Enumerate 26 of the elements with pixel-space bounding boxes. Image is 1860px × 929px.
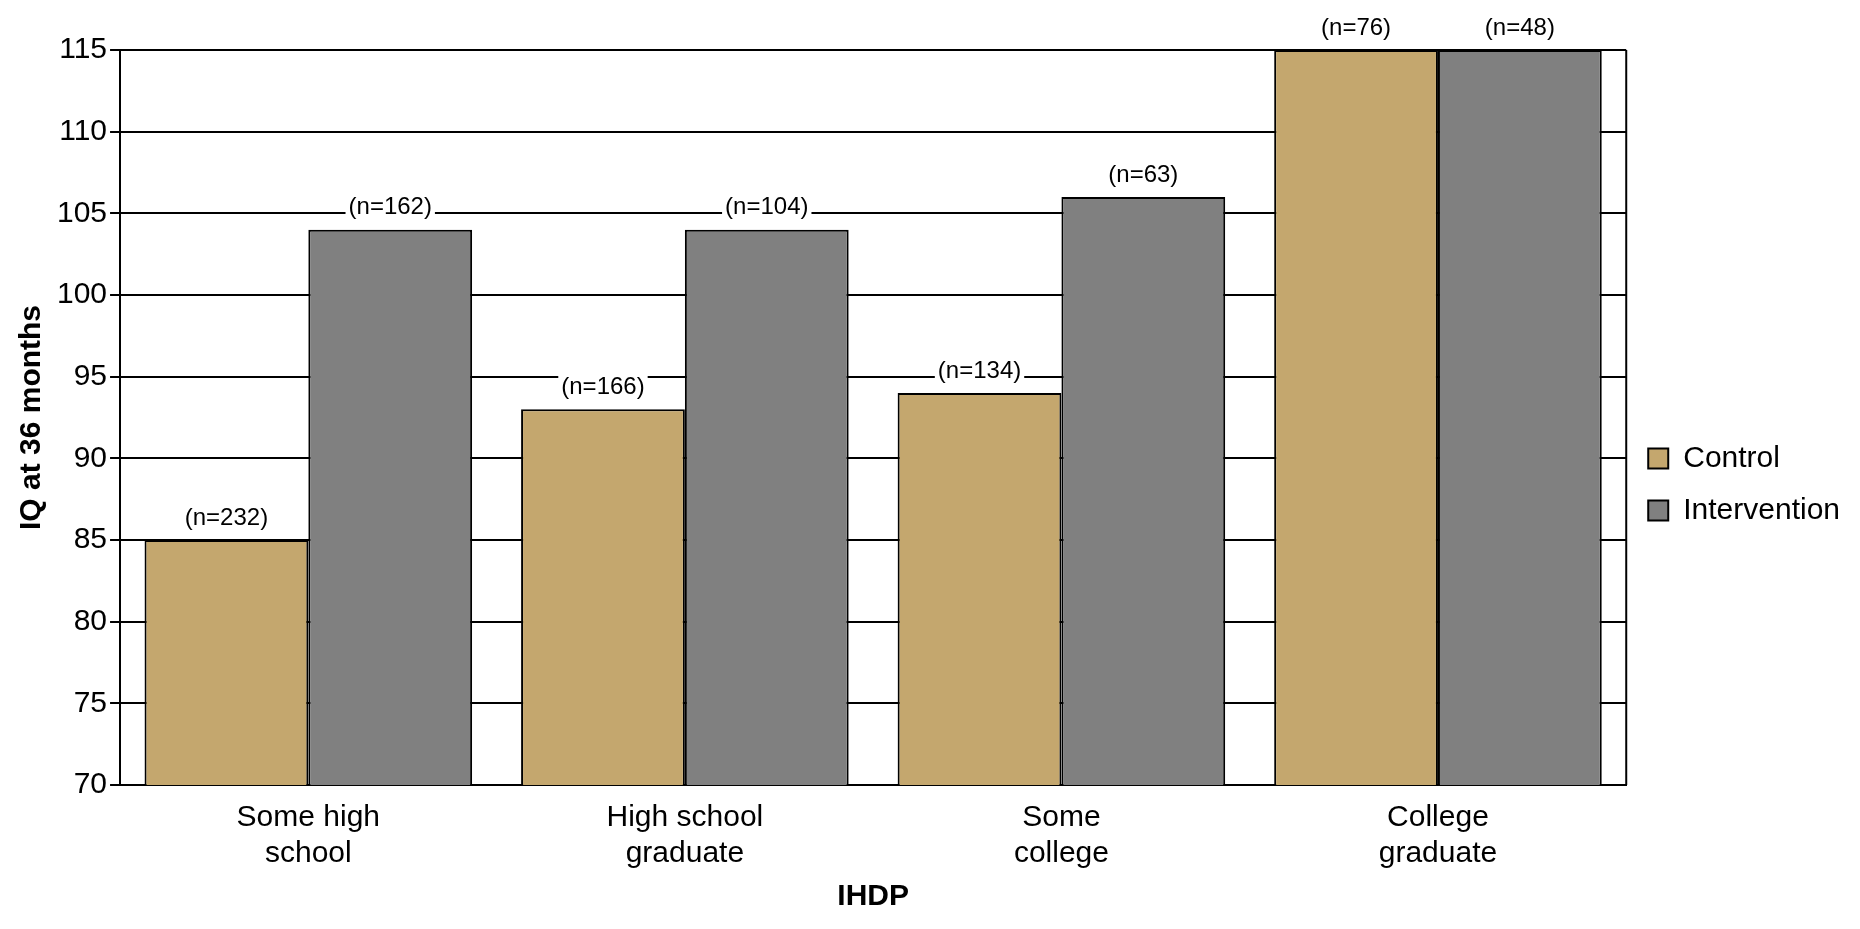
y-tick-label: 95 <box>73 357 108 391</box>
y-tick-label: 70 <box>73 766 108 800</box>
y-tick-label: 115 <box>59 31 108 65</box>
annotation: (n=104) <box>725 192 809 220</box>
annotation: (n=76) <box>1321 12 1392 40</box>
annotation: (n=166) <box>561 371 645 399</box>
y-tick-label: 110 <box>59 112 108 146</box>
annotation: (n=63) <box>1108 159 1179 187</box>
legend-label: Intervention <box>1683 491 1841 525</box>
x-tick-label: College graduate <box>1378 799 1498 869</box>
y-tick-label: 90 <box>73 439 108 473</box>
annotation: (n=162) <box>348 192 432 220</box>
y-tick-label: 100 <box>56 276 108 310</box>
x-tick-label: Some college <box>1013 799 1109 869</box>
annotation: (n=48) <box>1484 12 1555 40</box>
y-tick-label: 105 <box>56 194 108 228</box>
y-axis-title: IQ at 36 months <box>13 304 47 531</box>
legend-label: Control <box>1683 439 1780 473</box>
y-tick-label: 85 <box>73 521 108 555</box>
annotation: (n=134) <box>937 355 1022 383</box>
x-axis-title: IHDP <box>837 878 909 912</box>
x-tick-label: High school graduate <box>606 799 764 869</box>
x-tick-label: Some high school <box>236 799 381 869</box>
y-tick-label: 80 <box>73 602 108 636</box>
annotation: (n=232) <box>184 502 269 530</box>
y-tick-label: 75 <box>73 684 108 718</box>
